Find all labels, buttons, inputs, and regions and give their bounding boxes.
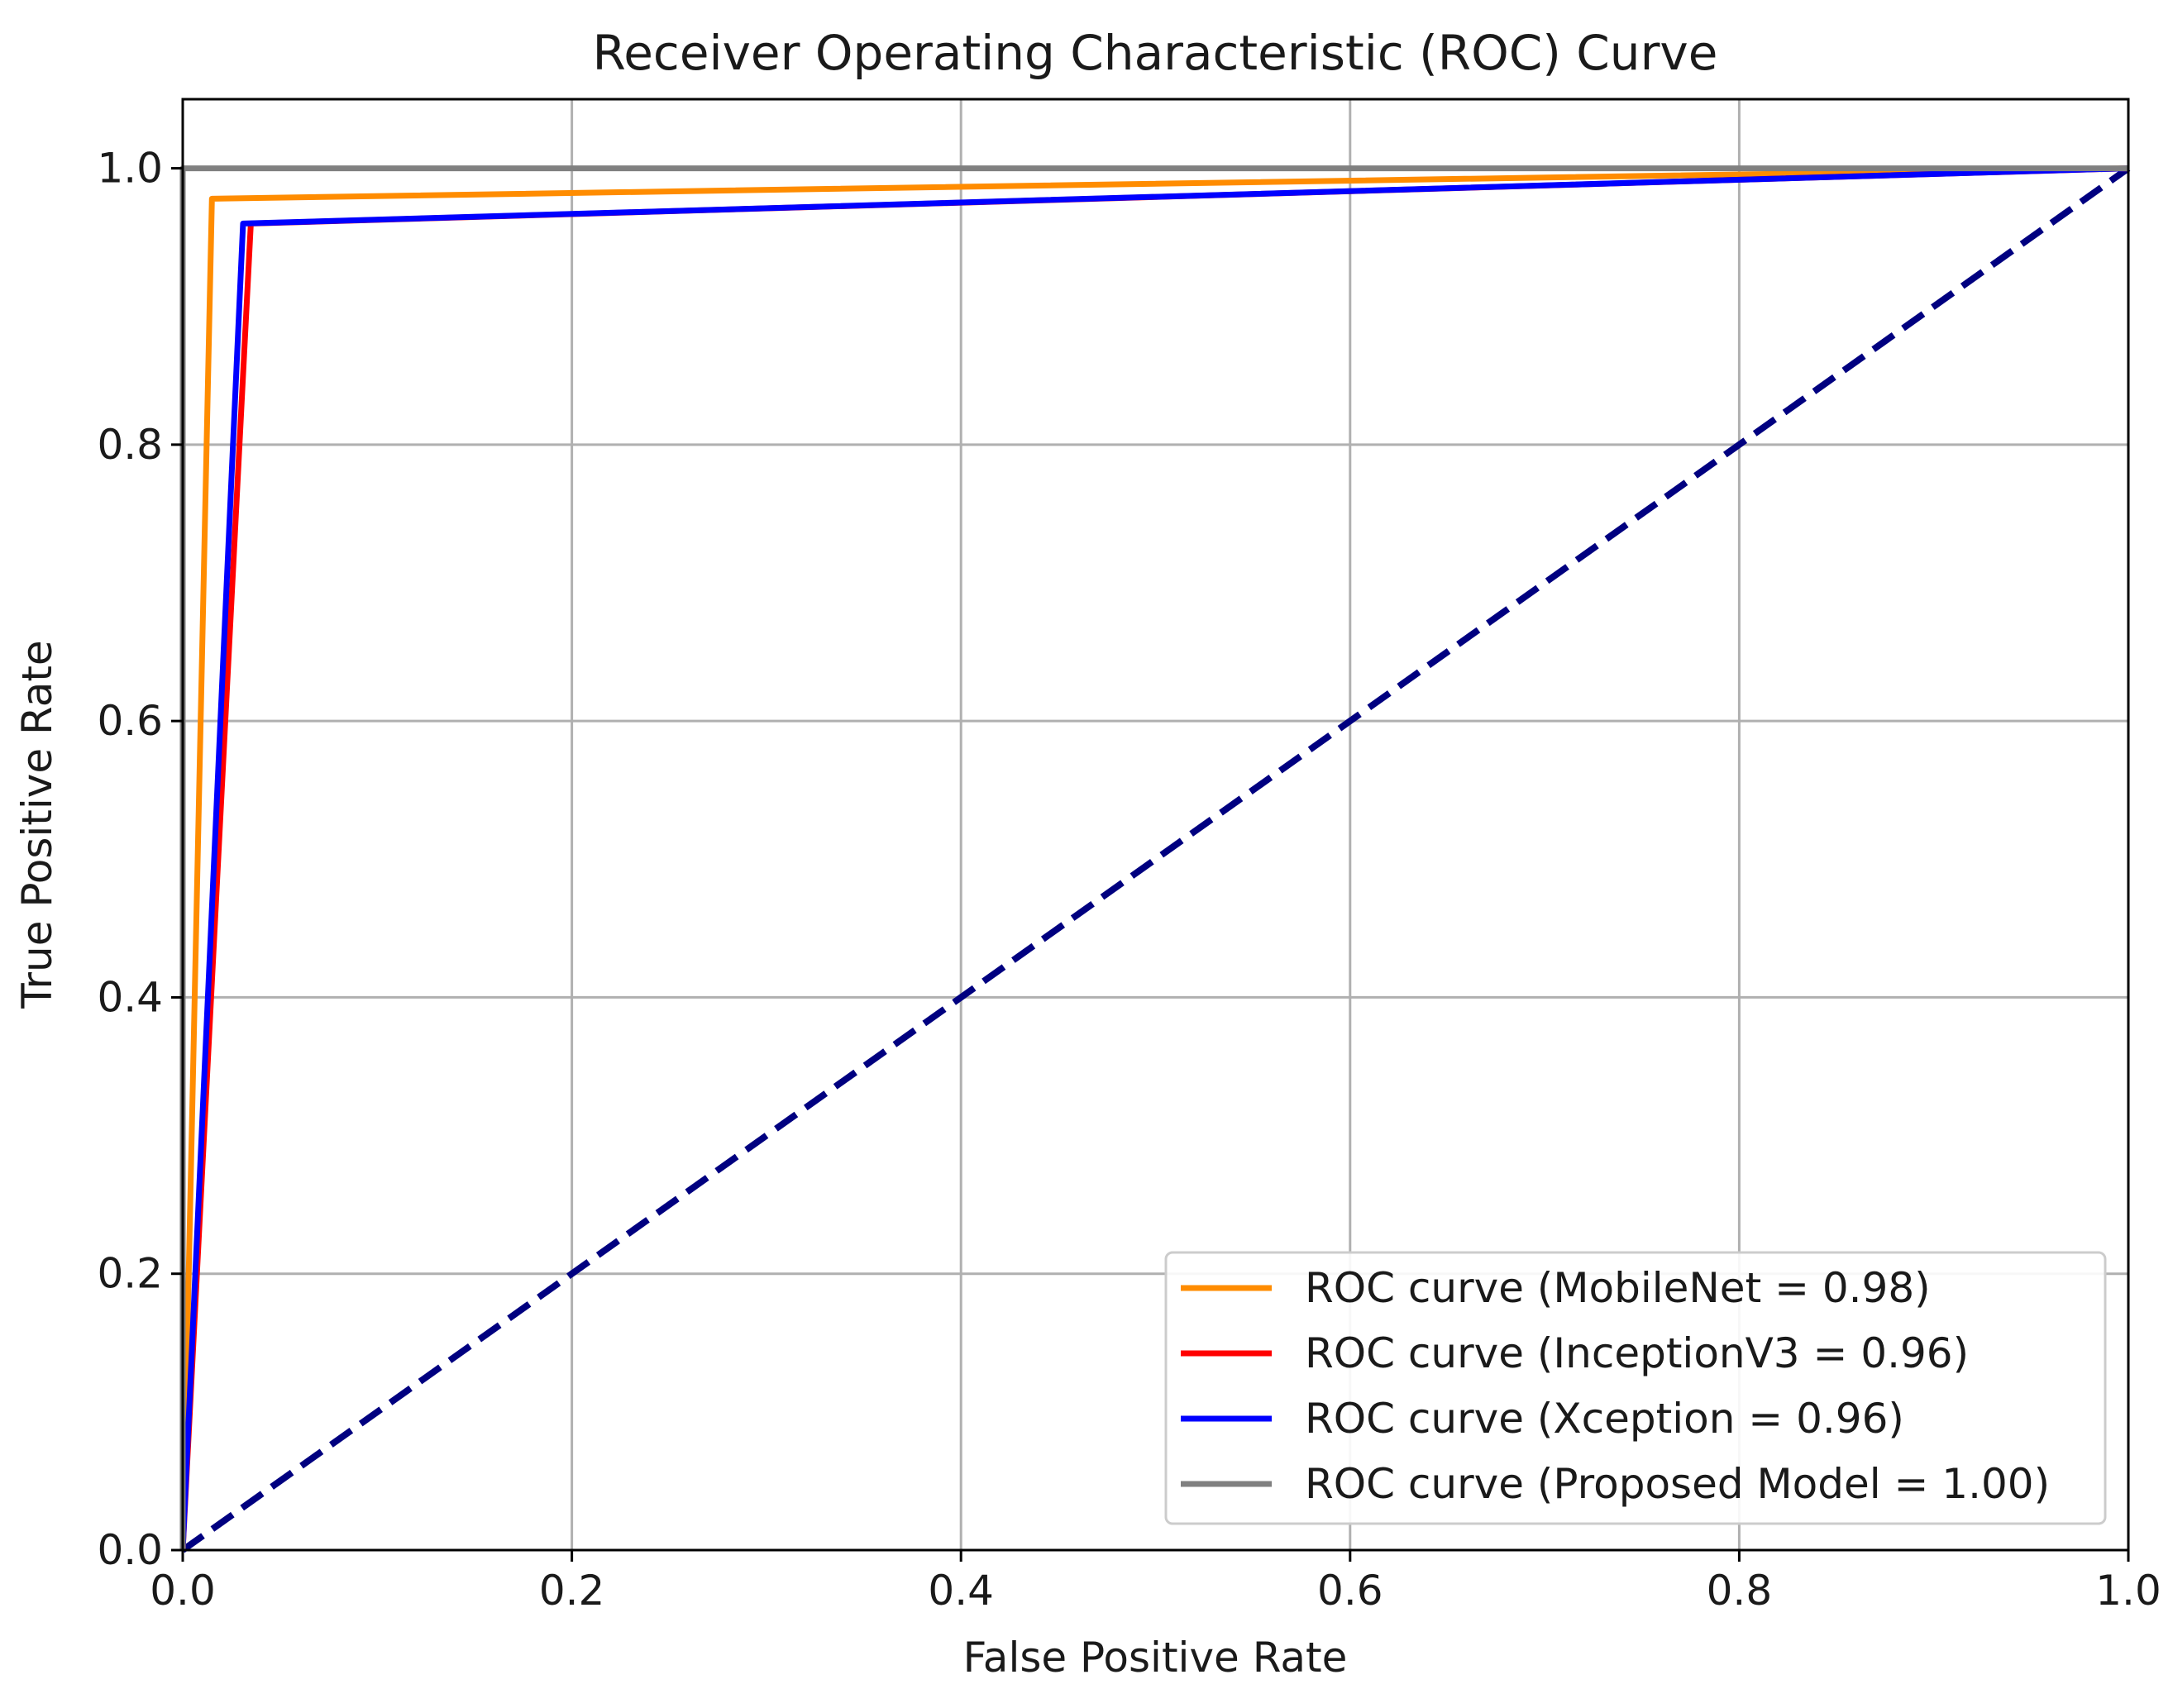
legend-label: ROC curve (Proposed Model = 1.00) [1305, 1460, 2050, 1508]
legend-label: ROC curve (MobileNet = 0.98) [1305, 1264, 1931, 1312]
chart-title: Receiver Operating Characteristic (ROC) … [593, 25, 1718, 81]
legend-box [1164, 1251, 2107, 1525]
x-tick-label: 0.4 [928, 1567, 994, 1615]
y-tick-labels: 0.0 0.2 0.4 0.6 0.8 1.0 [97, 145, 163, 1574]
legend-label: ROC curve (InceptionV3 = 0.96) [1305, 1329, 1969, 1377]
series-line-roc-curve-mobilenet-0-98 [179, 165, 2129, 1551]
legend: ROC curve (MobileNet = 0.98) ROC curve (I… [1164, 1251, 2107, 1525]
reference-diagonal-line [180, 165, 2131, 1553]
y-tick-label: 0.0 [97, 1526, 163, 1574]
x-tick-label: 0.8 [1707, 1567, 1773, 1615]
y-tick-label: 0.8 [97, 421, 163, 469]
x-axis-label: False Positive Rate [963, 1634, 1348, 1682]
x-tick-label: 1.0 [2095, 1567, 2161, 1615]
legend-label: ROC curve (Xception = 0.96) [1305, 1395, 1904, 1443]
x-tick-labels: 0.0 0.2 0.4 0.6 0.8 1.0 [150, 1567, 2161, 1615]
y-axis-label: True Positive Rate [13, 640, 61, 1009]
y-tick-label: 0.2 [97, 1250, 163, 1298]
y-tick-label: 0.6 [97, 697, 163, 745]
series-line-roc-curve-xception-0-96 [179, 165, 2129, 1551]
tick-marks [171, 167, 2130, 1562]
plot-frame [181, 98, 2130, 1552]
x-tick-label: 0.0 [150, 1567, 216, 1615]
y-tick-label: 1.0 [97, 145, 163, 193]
y-tick-label: 0.4 [97, 973, 163, 1021]
x-tick-label: 0.6 [1317, 1567, 1383, 1615]
x-tick-label: 0.2 [539, 1567, 605, 1615]
